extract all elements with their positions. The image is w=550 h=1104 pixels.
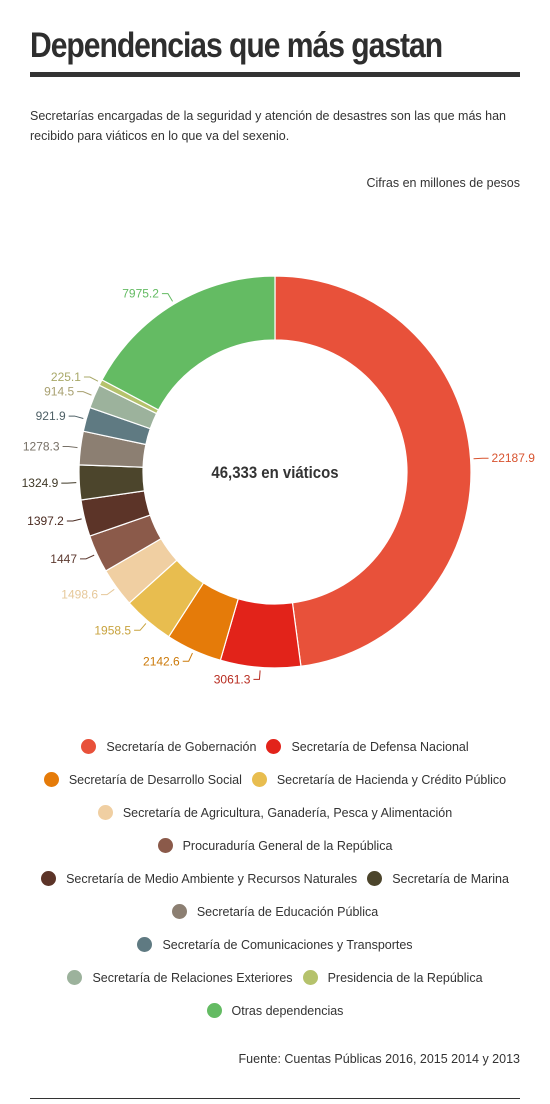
leader-secretaria-de-comunicaciones-y-transportes bbox=[68, 415, 84, 419]
title-rule bbox=[30, 72, 520, 77]
chart-title: Dependencias que más gastan bbox=[30, 26, 443, 65]
legend-swatch bbox=[302, 970, 318, 985]
source-note: Fuente: Cuentas Públicas 2016, 2015 2014… bbox=[238, 1052, 520, 1066]
legend-row: Secretaría de Relaciones Exteriores Presi… bbox=[30, 961, 520, 994]
legend-swatch bbox=[206, 1003, 222, 1018]
value-label-secretaria-de-gobernacion: 22187.9 bbox=[492, 451, 536, 465]
legend-swatch bbox=[251, 772, 267, 787]
legend-label: Secretaría de Educación Pública bbox=[196, 904, 379, 919]
chart-subtitle: Secretarías encargadas de la seguridad y… bbox=[30, 109, 506, 143]
legend-item-procuraduria-general-de-la-republica[interactable]: Procuraduría General de la República bbox=[157, 838, 393, 853]
legend-label: Secretaría de Marina bbox=[392, 871, 509, 886]
legend-label: Secretaría de Defensa Nacional bbox=[291, 739, 469, 754]
legend-swatch bbox=[43, 772, 59, 787]
legend-swatch bbox=[171, 904, 187, 919]
leader-procuraduria-general-de-la-republica bbox=[80, 554, 95, 560]
legend-item-secretaria-de-hacienda-y-credito-publico[interactable]: Secretaría de Hacienda y Crédito Público bbox=[251, 772, 507, 787]
legend-label: Secretaría de Agricultura, Ganadería, Pe… bbox=[122, 805, 453, 820]
legend-item-otras-dependencias[interactable]: Otras dependencias bbox=[206, 1003, 344, 1018]
legend-item-secretaria-de-educacion-publica[interactable]: Secretaría de Educación Pública bbox=[171, 904, 379, 919]
donut-center-label: 46,333 en viáticos bbox=[211, 464, 338, 482]
leader-presidencia-de-la-republica bbox=[83, 376, 99, 382]
value-label-secretaria-de-medio-ambiente-y-recursos-naturales: 1397.2 bbox=[27, 514, 64, 528]
leader-secretaria-de-relaciones-exteriores bbox=[77, 391, 92, 396]
value-label-presidencia-de-la-republica: 225.1 bbox=[51, 370, 81, 384]
leader-secretaria-de-agricultura-ganaderia-pesca-y-alimentacion bbox=[101, 588, 115, 596]
legend-row: Secretaría de Agricultura, Ganadería, Pe… bbox=[30, 796, 520, 829]
legend-item-secretaria-de-relaciones-exteriores[interactable]: Secretaría de Relaciones Exteriores bbox=[67, 970, 293, 985]
legend-item-secretaria-de-desarrollo-social[interactable]: Secretaría de Desarrollo Social bbox=[43, 772, 242, 787]
leader-secretaria-de-desarrollo-social bbox=[182, 652, 193, 662]
legend-label: Secretaría de Comunicaciones y Transport… bbox=[162, 937, 413, 952]
slice-otras-dependencias[interactable] bbox=[101, 275, 276, 411]
units-note: Cifras en millones de pesos bbox=[366, 176, 520, 190]
legend-swatch bbox=[41, 871, 57, 886]
donut-slices bbox=[78, 275, 472, 669]
legend-label: Presidencia de la República bbox=[327, 970, 483, 985]
leader-secretaria-de-medio-ambiente-y-recursos-naturales bbox=[66, 518, 82, 522]
legend-swatch bbox=[67, 970, 83, 985]
legend-label: Secretaría de Gobernación bbox=[106, 739, 257, 754]
legend-swatch bbox=[367, 871, 383, 886]
leader-otras-dependencias bbox=[161, 293, 173, 302]
value-label-secretaria-de-relaciones-exteriores: 914.5 bbox=[44, 385, 74, 399]
donut-chart: 22187.9 3061.3 2142.6 1958.5 1498.6 1447 1397.… bbox=[22, 275, 536, 687]
value-label-otras-dependencias: 7975.2 bbox=[122, 287, 159, 301]
legend-item-secretaria-de-gobernacion[interactable]: Secretaría de Gobernación bbox=[81, 739, 256, 754]
legend-row: Secretaría de Comunicaciones y Transport… bbox=[30, 928, 520, 961]
legend-label: Secretaría de Medio Ambiente y Recursos … bbox=[66, 871, 358, 886]
value-label-secretaria-de-desarrollo-social: 2142.6 bbox=[143, 654, 180, 668]
legend-label: Secretaría de Desarrollo Social bbox=[68, 772, 242, 787]
legend-item-secretaria-de-defensa-nacional[interactable]: Secretaría de Defensa Nacional bbox=[266, 739, 469, 754]
legend-item-secretaria-de-agricultura-ganaderia-pesca-y-alimentacion[interactable]: Secretaría de Agricultura, Ganadería, Pe… bbox=[97, 805, 453, 820]
legend-item-presidencia-de-la-republica[interactable]: Presidencia de la República bbox=[302, 970, 483, 985]
legend-item-secretaria-de-marina[interactable]: Secretaría de Marina bbox=[367, 871, 509, 886]
legend-swatch bbox=[97, 805, 113, 820]
leader-secretaria-de-gobernacion bbox=[473, 457, 489, 460]
legend-swatch bbox=[137, 937, 153, 952]
leader-lines bbox=[61, 293, 489, 680]
legend-row: Secretaría de Medio Ambiente y Recursos … bbox=[30, 862, 520, 895]
legend-label: Secretaría de Relaciones Exteriores bbox=[92, 970, 293, 985]
bottom-rule bbox=[30, 1098, 520, 1099]
leader-secretaria-de-educacion-publica bbox=[62, 445, 78, 449]
legend: Secretaría de Gobernación Secretaría de D… bbox=[30, 730, 520, 1027]
legend-swatch bbox=[266, 739, 282, 754]
legend-swatch bbox=[157, 838, 173, 853]
legend-item-secretaria-de-comunicaciones-y-transportes[interactable]: Secretaría de Comunicaciones y Transport… bbox=[137, 937, 413, 952]
value-label-secretaria-de-hacienda-y-credito-publico: 1958.5 bbox=[94, 623, 131, 637]
legend-label: Secretaría de Hacienda y Crédito Público bbox=[276, 772, 507, 787]
leader-secretaria-de-defensa-nacional bbox=[253, 670, 261, 680]
legend-row: Otras dependencias bbox=[30, 994, 520, 1027]
value-label-secretaria-de-educacion-publica: 1278.3 bbox=[23, 439, 60, 453]
value-label-secretaria-de-defensa-nacional: 3061.3 bbox=[214, 672, 251, 686]
legend-row: Secretaría de Educación Pública bbox=[30, 895, 520, 928]
legend-row: Secretaría de Gobernación Secretaría de D… bbox=[30, 730, 520, 763]
legend-item-secretaria-de-medio-ambiente-y-recursos-naturales[interactable]: Secretaría de Medio Ambiente y Recursos … bbox=[41, 871, 357, 886]
value-label-secretaria-de-agricultura-ganaderia-pesca-y-alimentacion: 1498.6 bbox=[61, 588, 98, 602]
value-label-procuraduria-general-de-la-republica: 1447 bbox=[50, 552, 77, 566]
legend-row: Secretaría de Desarrollo Social Secretarí… bbox=[30, 763, 520, 796]
leader-secretaria-de-hacienda-y-credito-publico bbox=[134, 623, 147, 631]
value-labels: 22187.9 3061.3 2142.6 1958.5 1498.6 1447 1397.… bbox=[22, 287, 536, 687]
legend-label: Otras dependencias bbox=[231, 1003, 344, 1018]
legend-label: Procuraduría General de la República bbox=[182, 838, 393, 853]
slice-secretaria-de-gobernacion[interactable] bbox=[274, 275, 472, 667]
legend-row: Procuraduría General de la República bbox=[30, 829, 520, 862]
value-label-secretaria-de-comunicaciones-y-transportes: 921.9 bbox=[36, 409, 66, 423]
value-label-secretaria-de-marina: 1324.9 bbox=[22, 476, 59, 490]
legend-swatch bbox=[81, 739, 97, 754]
